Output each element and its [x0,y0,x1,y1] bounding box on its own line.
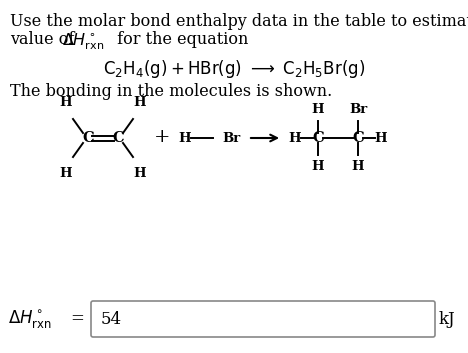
Text: Use the molar bond enthalpy data in the table to estimate the: Use the molar bond enthalpy data in the … [10,13,468,30]
Text: H: H [179,132,191,144]
Text: C: C [112,131,124,145]
Text: +: + [154,128,170,146]
Text: value of: value of [10,31,80,48]
Text: H: H [312,103,324,116]
Text: The bonding in the molecules is shown.: The bonding in the molecules is shown. [10,83,332,100]
Text: 54: 54 [101,311,122,328]
Text: H: H [312,160,324,173]
Text: $\mathrm{C_2H_4(g) + HBr(g)\ \longrightarrow\ C_2H_5Br(g)}$: $\mathrm{C_2H_4(g) + HBr(g)\ \longrighta… [103,58,365,80]
Text: C: C [352,131,364,145]
Text: =: = [70,311,84,328]
FancyBboxPatch shape [91,301,435,337]
Text: C: C [312,131,324,145]
Text: $\Delta H^\circ_{\mathrm{rxn}}$: $\Delta H^\circ_{\mathrm{rxn}}$ [8,308,52,330]
Text: Br: Br [222,132,240,144]
Text: H: H [351,160,364,173]
Text: for the equation: for the equation [112,31,249,48]
Text: H: H [60,96,73,109]
Text: H: H [134,167,146,180]
Text: H: H [375,132,388,144]
Text: $\Delta H^\circ_{\mathrm{rxn}}$: $\Delta H^\circ_{\mathrm{rxn}}$ [62,31,104,52]
Text: H: H [60,167,73,180]
Text: kJ: kJ [439,311,456,328]
Text: Br: Br [349,103,367,116]
Text: H: H [134,96,146,109]
Text: C: C [82,131,94,145]
Text: H: H [289,132,301,144]
